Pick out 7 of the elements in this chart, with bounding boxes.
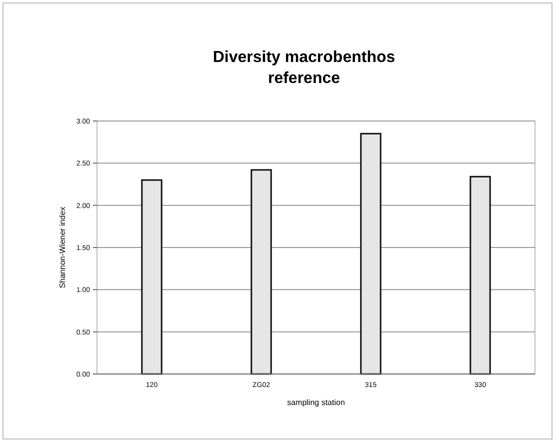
bar bbox=[250, 169, 272, 375]
bar bbox=[141, 179, 162, 375]
bar bbox=[360, 132, 382, 375]
x-axis-title: sampling station bbox=[287, 398, 345, 407]
chart-title: Diversity macrobenthos reference bbox=[212, 49, 396, 87]
bar bbox=[470, 176, 491, 375]
y-axis-title: Shannon-Wiener index bbox=[58, 206, 67, 288]
